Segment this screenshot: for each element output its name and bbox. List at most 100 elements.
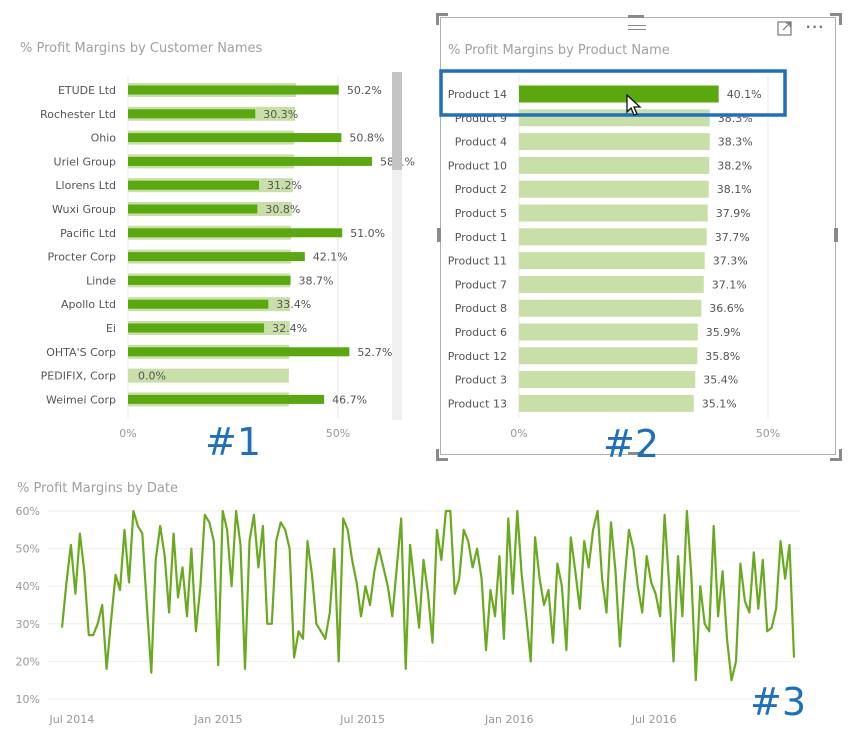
- bar-value: [519, 204, 708, 222]
- selection-highlight-box: [439, 69, 787, 117]
- y-tick-label: 10%: [16, 693, 40, 706]
- drag-handle-icon[interactable]: [628, 25, 646, 33]
- category-label: Product 11: [448, 255, 507, 268]
- data-label: 36.6%: [709, 302, 744, 315]
- chart-1-marker: #1: [205, 420, 262, 464]
- corner-handle-bl[interactable]: [436, 449, 448, 461]
- data-label: 37.3%: [713, 255, 748, 268]
- bar-value: [128, 299, 269, 309]
- data-label: 35.9%: [706, 326, 741, 339]
- x-tick-label: 0%: [510, 427, 527, 440]
- category-label: Uriel Group: [54, 155, 116, 168]
- data-label: 30.3%: [263, 108, 298, 121]
- focus-mode-icon[interactable]: [777, 21, 792, 40]
- y-tick-label: 30%: [16, 618, 40, 631]
- data-label: 37.1%: [712, 278, 747, 291]
- data-label: 33.4%: [276, 298, 311, 311]
- category-label: Product 7: [455, 278, 507, 291]
- x-tick-label: 50%: [326, 427, 350, 440]
- data-label: 50.8%: [349, 132, 384, 145]
- data-label: 35.8%: [705, 350, 740, 363]
- side-handle-right[interactable]: [834, 228, 838, 242]
- data-label: 38.2%: [717, 159, 752, 172]
- category-label: Product 14: [448, 88, 507, 101]
- corner-handle-br[interactable]: [830, 449, 842, 461]
- bar-value: [128, 180, 260, 190]
- bar-value: [128, 252, 305, 262]
- y-tick-label: 20%: [16, 655, 40, 668]
- x-tick-label: Jul 2014: [49, 713, 95, 726]
- side-handle-bottom[interactable]: [628, 452, 644, 455]
- bar-value: [128, 204, 258, 214]
- bar-value: [519, 371, 696, 389]
- data-label: 37.9%: [716, 207, 751, 220]
- data-label: 50.2%: [347, 84, 382, 97]
- category-label: Weimei Corp: [46, 393, 116, 406]
- bar-value: [519, 85, 719, 103]
- scrollbar-thumb[interactable]: [392, 72, 402, 170]
- side-handle-top[interactable]: [628, 15, 644, 18]
- y-tick-label: 60%: [16, 505, 40, 518]
- category-label: Product 1: [455, 231, 507, 244]
- category-label: Procter Corp: [47, 251, 116, 264]
- bar-value: [519, 180, 709, 198]
- data-label: 38.1%: [717, 183, 752, 196]
- data-label: 52.7%: [357, 346, 392, 359]
- bar-value: [519, 347, 698, 365]
- x-tick-label: 0%: [119, 427, 136, 440]
- x-tick-label: Jan 2016: [484, 713, 533, 726]
- category-label: Apollo Ltd: [61, 298, 116, 311]
- category-label: Pacific Ltd: [60, 227, 116, 240]
- bar-background: [128, 368, 289, 383]
- margin-series-line: [60, 509, 796, 682]
- bar-value: [519, 299, 702, 317]
- category-label: Product 5: [455, 207, 507, 220]
- category-label: OHTA'S Corp: [46, 346, 116, 359]
- category-label: Product 12: [448, 350, 507, 363]
- customer-chart-scrollbar[interactable]: [392, 72, 402, 420]
- bar-value: [519, 323, 698, 341]
- bar-value: [128, 347, 350, 357]
- category-label: Rochester Ltd: [40, 108, 116, 121]
- corner-handle-tr[interactable]: [830, 13, 842, 25]
- corner-handle-tl[interactable]: [436, 13, 448, 25]
- bar-value: [128, 85, 339, 95]
- data-label: 40.1%: [727, 88, 762, 101]
- data-label: 46.7%: [332, 393, 367, 406]
- data-label: 30.8%: [265, 203, 300, 216]
- bar-value: [519, 228, 707, 246]
- category-label: Product 6: [455, 326, 507, 339]
- bar-value: [128, 133, 342, 143]
- category-label: Product 4: [455, 136, 507, 149]
- date-chart-title: % Profit Margins by Date: [17, 481, 178, 496]
- data-label: 42.1%: [313, 251, 348, 264]
- data-label: 35.1%: [702, 397, 737, 410]
- category-label: Ohio: [91, 132, 117, 145]
- chart-3-marker: #3: [750, 680, 807, 724]
- y-tick-label: 50%: [16, 543, 40, 556]
- bar-value: [128, 109, 256, 119]
- bar-value: [128, 394, 325, 404]
- category-label: Linde: [86, 274, 116, 287]
- more-options-icon[interactable]: ···: [806, 19, 825, 36]
- data-label: 35.4%: [703, 374, 738, 387]
- bar-value: [128, 228, 343, 238]
- customer-bar-chart[interactable]: ETUDE Ltd 50.2% Rochester Ltd 30.3% Ohio 50.8…: [0, 0, 420, 450]
- side-handle-left[interactable]: [437, 228, 441, 242]
- product-bar-chart[interactable]: Product 14 40.1%Product 9 38.3%Product 4 38…: [0, 0, 848, 460]
- data-label: 37.7%: [715, 231, 750, 244]
- data-label: 32.4%: [272, 322, 307, 335]
- bar-value: [128, 275, 291, 285]
- y-tick-label: 40%: [16, 580, 40, 593]
- category-label: Product 10: [448, 159, 507, 172]
- product-chart-title: % Profit Margins by Product Name: [448, 43, 670, 58]
- category-label: Product 2: [455, 183, 507, 196]
- customer-chart-title: % Profit Margins by Customer Names: [20, 41, 263, 56]
- bar-value: [519, 252, 705, 270]
- bar-value: [519, 275, 704, 293]
- category-label: Product 3: [455, 374, 507, 387]
- bar-value: [128, 156, 373, 166]
- x-tick-label: 50%: [756, 427, 780, 440]
- data-label: 0.0%: [138, 370, 166, 383]
